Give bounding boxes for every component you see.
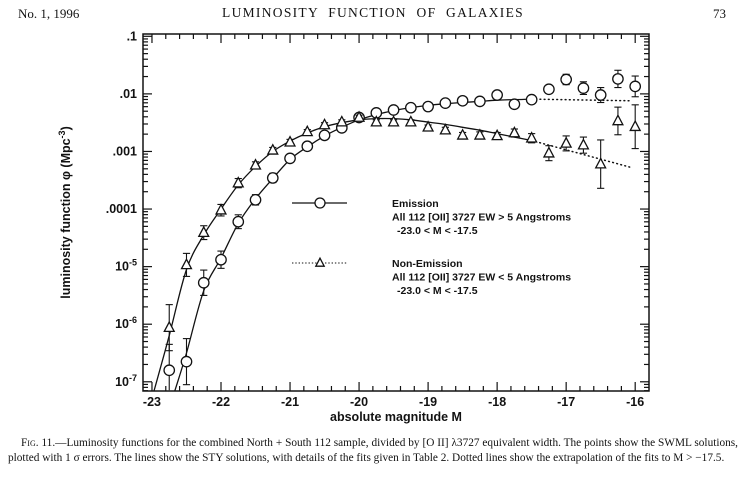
figure-caption-text: Luminosity functions for the combined No…	[8, 437, 739, 464]
svg-text:Emission: Emission	[392, 198, 439, 210]
svg-text:-23.0 < M < -17.5: -23.0 < M < -17.5	[397, 285, 478, 297]
svg-text:absolute magnitude M: absolute magnitude M	[330, 410, 462, 424]
issue-label: No. 1, 1996	[18, 6, 80, 21]
svg-text:-19: -19	[419, 395, 437, 409]
svg-text:-23: -23	[143, 395, 161, 409]
svg-text:-18: -18	[488, 395, 506, 409]
figure-caption: Fig. 11.—Luminosity functions for the co…	[8, 436, 738, 465]
svg-text:.1: .1	[127, 29, 137, 43]
journal-header: No. 1, 1996 LUMINOSITY FUNCTION OF GALAX…	[0, 4, 746, 24]
figure-caption-label: Fig. 11.—	[21, 437, 67, 449]
luminosity-chart: -23 -22 -21 -20 -19 -18 -17 -16 .1 .01 .001 .0001 10…	[57, 29, 650, 424]
svg-text:-22: -22	[212, 395, 230, 409]
svg-text:.0001: .0001	[106, 202, 137, 216]
svg-text:.001: .001	[113, 144, 137, 158]
svg-text:Non-Emission: Non-Emission	[392, 258, 463, 270]
svg-text:-17: -17	[557, 395, 575, 409]
svg-text:luminosity function φ (Mpc-3): luminosity function φ (Mpc-3)	[57, 126, 73, 299]
svg-text:-23.0 < M < -17.5: -23.0 < M < -17.5	[397, 225, 478, 237]
svg-text:All 112 [OII] 3727 EW < 5 Angs: All 112 [OII] 3727 EW < 5 Angstroms	[392, 272, 571, 284]
figure-11: -23 -22 -21 -20 -19 -18 -17 -16 .1 .01 .001 .0001 10…	[57, 29, 650, 424]
svg-text:10-5: 10-5	[115, 258, 137, 274]
svg-text:-20: -20	[350, 395, 368, 409]
legend: Emission All 112 [OII] 3727 EW > 5 Angstr…	[292, 197, 571, 297]
svg-text:10-6: 10-6	[115, 315, 137, 331]
page-number: 73	[713, 6, 726, 21]
svg-text:10-7: 10-7	[115, 373, 137, 389]
svg-text:-16: -16	[626, 395, 644, 409]
svg-text:All 112 [OII] 3727 EW > 5 Angs: All 112 [OII] 3727 EW > 5 Angstroms	[392, 212, 571, 224]
running-title: LUMINOSITY FUNCTION OF GALAXIES	[222, 5, 524, 20]
svg-text:.01: .01	[120, 87, 137, 101]
svg-text:-21: -21	[281, 395, 299, 409]
